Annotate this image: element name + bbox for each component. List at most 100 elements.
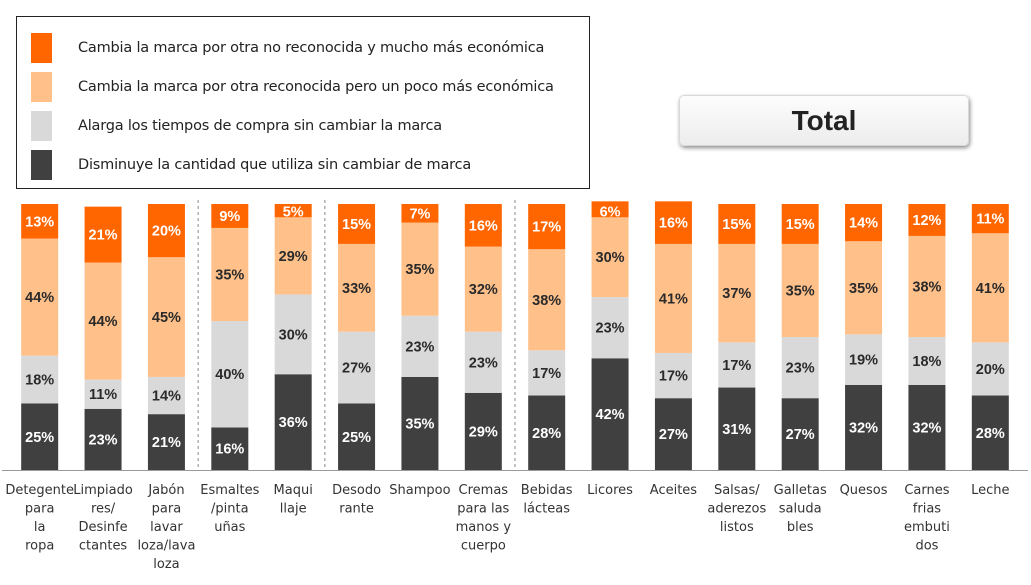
data-label: 7% <box>409 206 430 222</box>
bar-segment <box>147 376 185 415</box>
category-label: Maqui llaje <box>274 483 313 517</box>
data-label: 11% <box>976 212 1004 228</box>
bar-segment <box>908 204 946 236</box>
legend-item: Alarga los tiempos de compra sin cambiar… <box>31 111 442 141</box>
bar-segment <box>654 243 692 353</box>
data-label: 44% <box>25 290 54 306</box>
data-label: 27% <box>786 427 815 443</box>
category-label-line: lácteas <box>523 502 570 517</box>
bar-segment <box>971 342 1009 396</box>
category-label-line: res/ <box>91 502 116 517</box>
category-label: Carnes frias embuti dos <box>904 483 950 554</box>
data-label: 17% <box>659 369 688 385</box>
category-label-line: Galletas <box>774 483 827 498</box>
data-label: 32% <box>912 420 941 436</box>
bar-segment <box>274 204 312 218</box>
data-label: 25% <box>25 430 54 446</box>
data-label: 37% <box>722 286 751 302</box>
data-label: 36% <box>279 415 308 431</box>
bar-segment <box>528 395 566 470</box>
data-label: 35% <box>405 416 434 432</box>
data-label: 28% <box>532 426 561 442</box>
data-label: 20% <box>152 224 181 240</box>
bar-segment <box>654 201 692 244</box>
data-label: 21% <box>89 228 118 244</box>
category-label: Leche <box>971 483 1009 498</box>
data-label: 19% <box>849 353 878 369</box>
category-label-line: frias <box>913 502 941 517</box>
category-label: Galletas saluda bles <box>774 483 827 535</box>
bar-segment <box>84 408 122 470</box>
data-label: 38% <box>532 293 561 309</box>
bar-segment <box>21 204 59 239</box>
data-label: 9% <box>219 209 240 225</box>
bar-segment <box>338 243 376 332</box>
category-label-line: loza/lava <box>137 539 195 554</box>
legend-swatch <box>31 150 52 180</box>
category-label-line: manos y <box>456 520 512 535</box>
data-label: 38% <box>912 279 941 295</box>
category-label: Salsas/aderezos listos <box>707 483 766 535</box>
category-label-line: Desinfe <box>78 520 127 535</box>
bar-segment <box>84 379 122 409</box>
bar-segment <box>971 204 1009 234</box>
category-label: Limpiado res/Desinfe ctantes <box>73 483 133 554</box>
category-label: Jabón para lavar loza/lava loza <box>137 483 195 572</box>
bar-segment <box>718 204 756 244</box>
bar-segment <box>781 337 819 399</box>
data-label: 33% <box>342 281 371 297</box>
bar-segment <box>274 374 312 470</box>
bar-segment <box>591 297 629 359</box>
category-label-line: Shampoo <box>389 483 450 498</box>
data-label: 12% <box>912 213 941 229</box>
data-label: 14% <box>849 216 878 232</box>
category-label: Detegente para la ropa <box>5 483 74 554</box>
data-label: 25% <box>342 430 371 446</box>
bar-segment <box>338 403 376 470</box>
category-label-line: Detegente <box>5 483 74 498</box>
data-label: 27% <box>659 427 688 443</box>
data-label: 23% <box>469 355 498 371</box>
category-label-line: dos <box>915 539 938 554</box>
category-label-line: bles <box>787 520 814 535</box>
bar-segment <box>338 204 376 244</box>
bar-segment <box>845 204 883 242</box>
legend-swatch <box>31 33 52 63</box>
bar-segment <box>528 204 566 250</box>
bar-segment <box>781 398 819 470</box>
data-label: 23% <box>786 361 815 377</box>
data-label: 16% <box>215 442 244 458</box>
category-label-line: ctantes <box>79 539 128 554</box>
data-label: 14% <box>152 389 181 405</box>
data-label: 32% <box>469 282 498 298</box>
data-label: 31% <box>722 422 751 438</box>
bar-segment <box>908 235 946 337</box>
category-label-line: listos <box>720 520 754 535</box>
data-label: 21% <box>152 435 181 451</box>
data-label: 17% <box>532 220 561 236</box>
bar-segment <box>591 358 629 470</box>
bar-segment <box>211 321 249 428</box>
bar-segment <box>908 337 946 385</box>
bar-segment <box>21 238 59 356</box>
bar-segment <box>781 243 819 337</box>
data-label: 32% <box>849 420 878 436</box>
bar-segment <box>591 201 629 218</box>
data-label: 35% <box>405 262 434 278</box>
category-label-line: Jabón <box>147 483 184 498</box>
bar-segment <box>401 315 439 377</box>
category-label: Shampoo <box>389 483 450 498</box>
data-label: 18% <box>912 354 941 370</box>
bar-segment <box>464 392 502 470</box>
bar-segment <box>274 217 312 295</box>
category-label-line: Limpiado <box>73 483 133 498</box>
category-label-line: para <box>25 502 55 517</box>
data-label: 18% <box>25 373 54 389</box>
data-label: 29% <box>469 424 498 440</box>
category-label-line: /pinta <box>211 502 249 517</box>
bar-segment <box>845 334 883 385</box>
category-label-line: Salsas/ <box>714 483 760 498</box>
bar-segment <box>718 342 756 388</box>
category-label-line: Desodo <box>332 483 381 498</box>
